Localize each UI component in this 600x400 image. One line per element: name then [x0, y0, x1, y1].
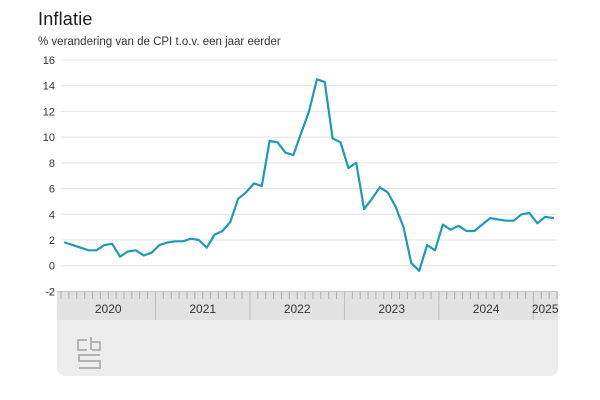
y-axis-label: 14 — [43, 81, 55, 93]
chart-subtitle: % verandering van de CPI t.o.v. een jaar… — [38, 36, 281, 48]
y-axis-label: 2 — [49, 235, 55, 247]
inflation-line — [63, 78, 555, 272]
footer-panel — [57, 291, 558, 376]
y-axis-label: 4 — [49, 209, 55, 221]
y-axis-label: 16 — [43, 55, 55, 67]
y-axis-label: 6 — [49, 184, 55, 196]
y-axis-label: 8 — [49, 158, 55, 170]
y-axis-label: 12 — [43, 106, 55, 118]
cbs-logo-icon — [77, 337, 101, 369]
y-axis-label: 0 — [49, 261, 55, 273]
y-axis-label: 10 — [43, 132, 55, 144]
y-axis-label: -2 — [45, 286, 55, 298]
page-title: Inflatie — [38, 9, 93, 29]
x-axis-ruler — [57, 291, 558, 320]
